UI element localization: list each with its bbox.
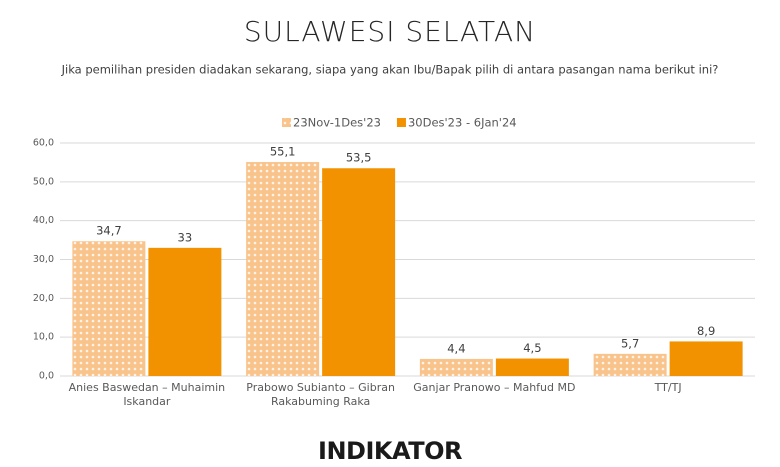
x-tick-label: Anies Baswedan – Muhaimin Iskandar	[68, 381, 226, 408]
y-tick-label: 20,0	[33, 293, 54, 304]
value-label: 8,9	[697, 324, 715, 338]
y-tick-label: 30,0	[33, 254, 54, 265]
value-label: 55,1	[270, 145, 296, 159]
x-tick-label-box: Anies Baswedan – Muhaimin Iskandar	[68, 381, 226, 408]
value-label: 4,4	[447, 341, 465, 355]
value-label: 53,5	[346, 151, 372, 165]
x-tick-label: Ganjar Pranowo – Mahfud MD	[413, 381, 576, 394]
x-tick-label-box: TT/TJ	[654, 381, 682, 394]
y-tick-label: 50,0	[33, 176, 54, 187]
bar	[72, 241, 146, 376]
y-tick-label: 0,0	[39, 371, 54, 382]
bar	[593, 353, 667, 376]
bar	[322, 168, 396, 376]
value-label: 5,7	[621, 336, 639, 350]
logo: INDIKATOR	[318, 437, 462, 465]
bar	[246, 162, 320, 376]
value-label: 34,7	[96, 224, 122, 238]
chart-title: SULAWESI SELATAN	[244, 15, 536, 48]
x-tick-label: Prabowo Subianto – Gibran Rakabuming Rak…	[246, 381, 395, 408]
legend-label: 30Des'23 - 6Jan'24	[408, 116, 517, 130]
bar	[148, 247, 222, 376]
y-tick-label: 10,0	[33, 332, 54, 343]
bar	[419, 358, 493, 376]
value-label: 33	[178, 230, 193, 244]
y-tick-label: 60,0	[33, 138, 54, 149]
bar	[495, 358, 569, 376]
bar	[669, 341, 743, 376]
legend-swatch	[282, 118, 291, 127]
x-tick-label-box: Prabowo Subianto – Gibran Rakabuming Rak…	[246, 381, 395, 408]
x-tick-label-box: Ganjar Pranowo – Mahfud MD	[413, 381, 576, 394]
chart-subtitle: Jika pemilihan presiden diadakan sekaran…	[61, 63, 719, 77]
x-tick-label: TT/TJ	[654, 381, 682, 394]
legend-label: 23Nov-1Des'23	[293, 116, 381, 130]
value-label: 4,5	[523, 341, 541, 355]
y-tick-label: 40,0	[33, 215, 54, 226]
legend-swatch	[396, 118, 406, 127]
